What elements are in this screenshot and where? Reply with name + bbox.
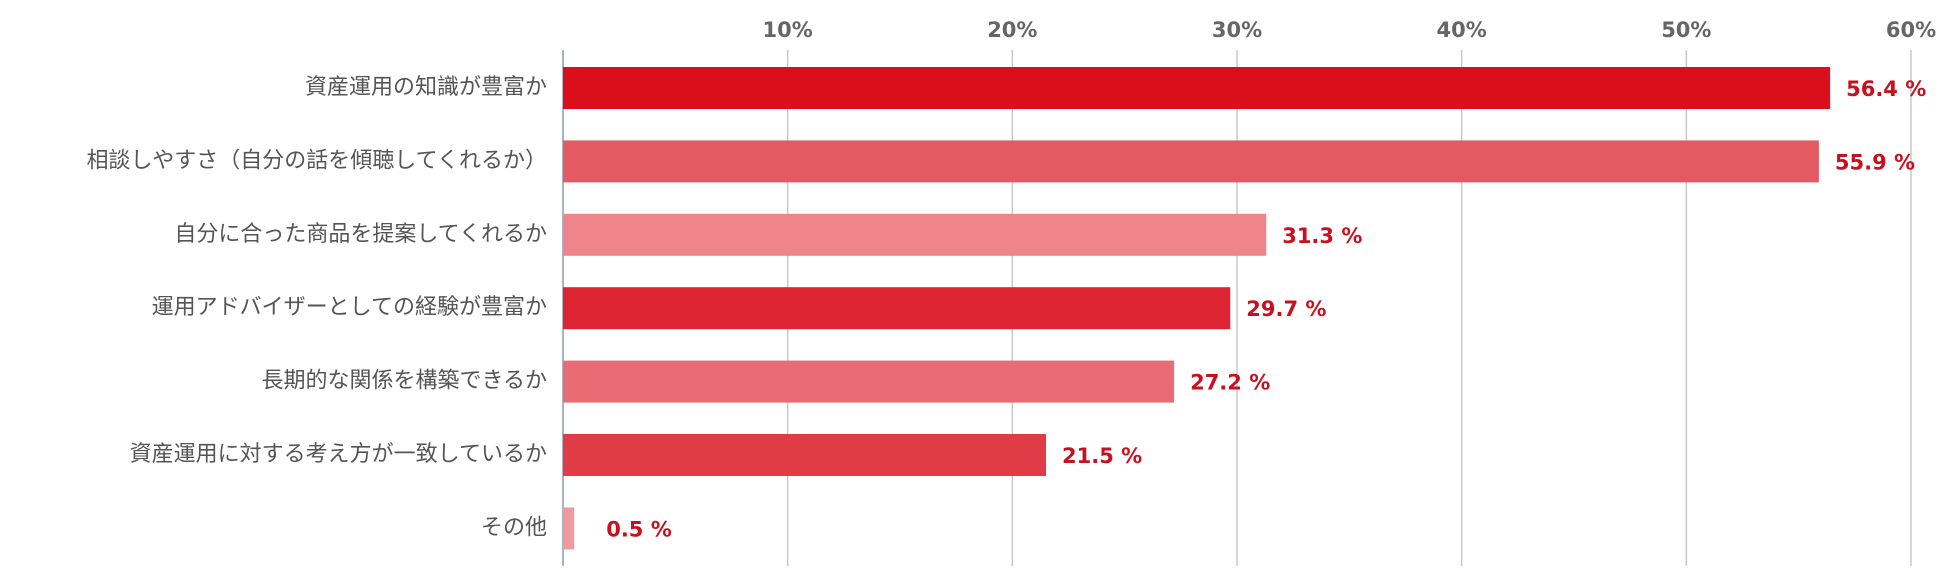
x-tick-label: 50% bbox=[1661, 18, 1711, 42]
value-label: 21.5 % bbox=[1062, 444, 1142, 468]
bar bbox=[563, 434, 1047, 476]
value-label: 0.5 % bbox=[606, 517, 672, 541]
x-tick-label: 30% bbox=[1212, 18, 1262, 42]
category-label: 資産運用の知識が豊富か bbox=[305, 75, 547, 100]
category-label: 自分に合った商品を提案してくれるか bbox=[174, 222, 547, 247]
x-tick-label: 10% bbox=[763, 18, 813, 42]
category-label: 運用アドバイザーとしての経験が豊富か bbox=[152, 295, 547, 320]
bar bbox=[563, 507, 575, 550]
bar bbox=[563, 140, 1819, 183]
value-label: 56.4 % bbox=[1846, 77, 1926, 101]
value-label: 55.9 % bbox=[1835, 150, 1915, 174]
value-label: 27.2 % bbox=[1190, 371, 1270, 395]
category-label: その他 bbox=[481, 515, 547, 540]
value-label: 31.3 % bbox=[1282, 224, 1362, 248]
bar bbox=[563, 213, 1267, 256]
x-tick-label: 40% bbox=[1437, 18, 1487, 42]
bar bbox=[563, 287, 1231, 330]
category-label: 資産運用に対する考え方が一致しているか bbox=[130, 442, 547, 467]
bar bbox=[563, 67, 1831, 109]
x-tick-label: 20% bbox=[987, 18, 1037, 42]
category-label: 相談しやすさ（自分の話を傾聴してくれるか） bbox=[87, 148, 547, 173]
bar bbox=[563, 360, 1175, 403]
value-label: 29.7 % bbox=[1246, 297, 1326, 321]
x-tick-label: 60% bbox=[1886, 18, 1936, 42]
category-label: 長期的な関係を構築できるか bbox=[261, 369, 547, 394]
